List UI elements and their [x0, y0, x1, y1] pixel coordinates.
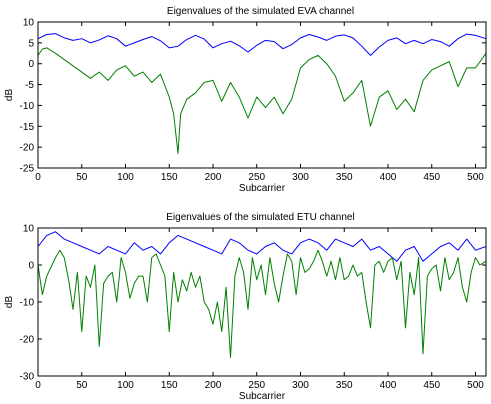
x-tick-label: 400	[380, 380, 397, 391]
y-tick-label: -20	[20, 335, 35, 346]
x-tick-label: 350	[336, 172, 353, 183]
y-axis-label: dB	[4, 296, 15, 309]
series-line-0	[37, 231, 487, 262]
x-tick-label: 300	[292, 172, 309, 183]
x-tick-label: 450	[423, 172, 440, 183]
x-tick-label: 500	[467, 172, 484, 183]
x-tick-label: 350	[336, 380, 353, 391]
y-tick-label: -10	[20, 298, 35, 309]
y-tick-label: -30	[20, 372, 35, 383]
y-tick-label: 0	[28, 261, 34, 272]
y-axis-label: dB	[4, 89, 15, 102]
y-ticks: -30 -20 -10 0 10	[20, 224, 486, 383]
x-ticks: 0 50 100 150 200 250 300 350 400 450 500	[35, 22, 484, 183]
x-tick-label: 200	[205, 172, 222, 183]
x-tick-label: 400	[380, 172, 397, 183]
x-tick-label: 500	[467, 380, 484, 391]
x-tick-label: 150	[161, 172, 178, 183]
x-tick-label: 250	[248, 172, 265, 183]
x-ticks: 0 50 100 150 200 250 300 350 400 450 500	[35, 228, 484, 391]
y-tick-label: -10	[20, 101, 35, 112]
x-tick-label: 100	[117, 172, 134, 183]
series-line-0	[37, 33, 487, 56]
y-tick-label: 10	[23, 18, 35, 29]
y-tick-label: 5	[28, 38, 34, 49]
x-tick-label: 150	[161, 380, 178, 391]
x-tick-label: 200	[205, 380, 222, 391]
chart-panel-etu: Eigenvalues of the simulated ETU channel…	[4, 212, 487, 402]
x-tick-label: 0	[35, 172, 41, 183]
y-tick-label: -15	[20, 122, 35, 133]
x-tick-label: 250	[248, 380, 265, 391]
chart-title: Eigenvalues of the simulated EVA channel	[167, 6, 354, 17]
y-ticks: -25 -20 -15 -10 -5 0 5 10	[20, 18, 486, 175]
axes-frame	[37, 21, 487, 169]
series-line-1	[37, 47, 487, 154]
plot-area	[37, 33, 487, 154]
plot-area	[37, 231, 487, 358]
x-axis-label: Subcarrier	[239, 391, 286, 402]
y-tick-label: -25	[20, 164, 35, 175]
axes-frame	[37, 227, 487, 377]
x-tick-label: 50	[76, 172, 88, 183]
x-tick-label: 450	[423, 380, 440, 391]
chart-panel-eva: Eigenvalues of the simulated EVA channel…	[4, 6, 487, 194]
y-tick-label: -5	[25, 80, 34, 91]
y-tick-label: 10	[23, 224, 35, 235]
x-tick-label: 0	[35, 380, 41, 391]
chart-title: Eigenvalues of the simulated ETU channel	[166, 212, 354, 223]
y-tick-label: -20	[20, 143, 35, 154]
series-line-1	[37, 249, 487, 358]
x-axis-label: Subcarrier	[239, 183, 286, 194]
x-tick-label: 100	[117, 380, 134, 391]
x-tick-label: 50	[76, 380, 88, 391]
y-tick-label: 0	[28, 59, 34, 70]
x-tick-label: 300	[292, 380, 309, 391]
